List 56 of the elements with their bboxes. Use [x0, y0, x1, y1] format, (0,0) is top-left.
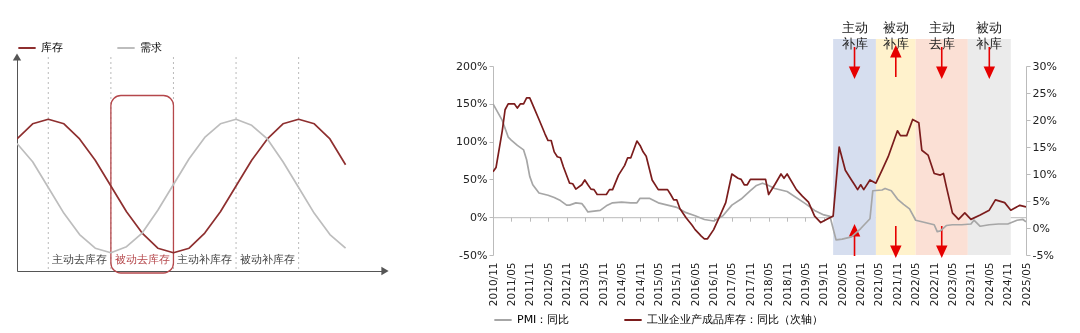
y2-tick-label: 10% — [1032, 167, 1057, 181]
y2-tick-label: 5% — [1032, 194, 1050, 208]
annotation: 被动去库存 — [114, 253, 170, 266]
x-tick-label: 2024/11 — [1001, 262, 1014, 307]
annotation: 主动去库存 — [52, 253, 108, 266]
x-tick-label: 2013/05 — [578, 262, 591, 307]
legend-label: 工业企业产成品库存：同比（次轴） — [647, 313, 823, 326]
x-tick-label: 2019/11 — [817, 262, 830, 307]
band-label: 主动补库 — [841, 20, 868, 51]
legend-label: 库存 — [41, 41, 63, 54]
annotation: 主动补库存 — [177, 253, 233, 266]
x-tick-label: 2016/11 — [707, 262, 720, 307]
y2-tick-label: 15% — [1032, 140, 1057, 154]
x-tick-label: 2018/05 — [762, 262, 775, 307]
x-tick-label: 2020/05 — [835, 262, 848, 307]
x-tick-label: 2011/05 — [504, 262, 517, 307]
band-label: 主动去库 — [928, 20, 955, 51]
x-tick-label: 2010/11 — [486, 262, 499, 307]
x-tick-label: 2012/05 — [541, 262, 554, 307]
x-tick-label: 2021/05 — [872, 262, 885, 307]
legend-label: 需求 — [140, 41, 162, 54]
x-tick-label: 2012/11 — [560, 262, 573, 307]
y-tick-label: 100% — [456, 135, 488, 149]
x-tick-label: 2017/11 — [743, 262, 756, 307]
annotation: 被动补库存 — [239, 253, 295, 266]
y-tick-label: 200% — [456, 59, 488, 73]
x-tick-label: 2022/11 — [927, 262, 940, 307]
x-tick-label: 2021/11 — [890, 262, 903, 307]
x-tick-label: 2016/05 — [688, 262, 701, 307]
x-tick-label: 2014/05 — [615, 262, 628, 307]
y-tick-label: 50% — [463, 172, 488, 186]
y2-tick-label: 30% — [1032, 59, 1057, 73]
x-tick-label: 2023/05 — [945, 262, 958, 307]
x-tick-label: 2015/05 — [651, 262, 664, 307]
band-label: 被动补库 — [976, 20, 1003, 51]
x-tick-label: 2013/11 — [596, 262, 609, 307]
x-tick-label: 2019/05 — [798, 262, 811, 307]
y-tick-label: -50% — [459, 248, 488, 262]
y-tick-label: 0% — [470, 210, 488, 224]
x-tick-label: 2020/11 — [854, 262, 867, 307]
x-tick-label: 2024/05 — [982, 262, 995, 307]
x-tick-label: 2025/05 — [1019, 262, 1032, 307]
x-tick-label: 2022/05 — [909, 262, 922, 307]
x-tick-label: 2018/11 — [780, 262, 793, 307]
y2-tick-label: 25% — [1032, 86, 1057, 100]
legend-label: PMI：同比 — [517, 313, 570, 326]
y2-tick-label: 0% — [1032, 221, 1050, 235]
x-tick-label: 2023/11 — [964, 262, 977, 307]
x-tick-label: 2015/11 — [670, 262, 683, 307]
band-label: 被动补库 — [882, 20, 909, 51]
y2-tick-label: -5% — [1032, 248, 1054, 262]
x-tick-label: 2017/05 — [725, 262, 738, 307]
x-tick-label: 2014/11 — [633, 262, 646, 307]
y-tick-label: 150% — [456, 97, 488, 111]
x-tick-label: 2011/11 — [523, 262, 536, 307]
y2-tick-label: 20% — [1032, 113, 1057, 127]
